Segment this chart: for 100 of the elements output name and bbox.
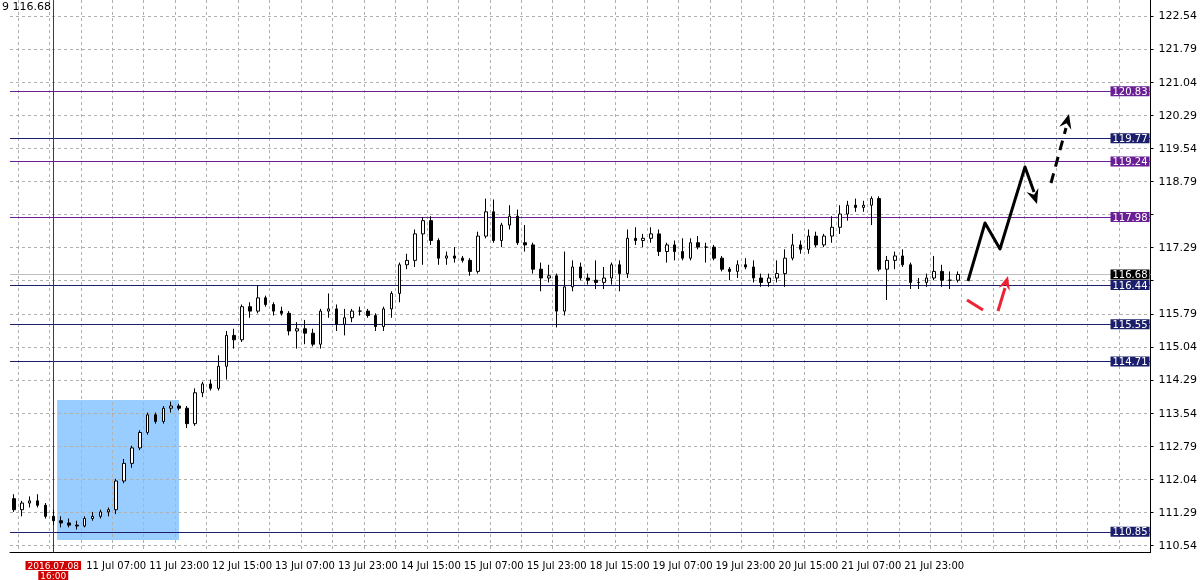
candlestick [696, 235, 700, 250]
candlestick [673, 240, 676, 261]
candlestick [437, 237, 440, 266]
candlestick [169, 401, 173, 414]
candlestick [539, 262, 543, 292]
candlestick [114, 478, 118, 515]
candlestick [272, 301, 275, 317]
candlestick [138, 429, 142, 451]
y-tick-label: 115.79 [1158, 307, 1198, 321]
candlestick [382, 306, 385, 332]
candlestick [555, 273, 558, 328]
candlestick [728, 266, 731, 281]
y-tick-label: 112.79 [1158, 439, 1198, 453]
candlestick [445, 251, 448, 266]
candlestick [453, 246, 456, 264]
candlestick [775, 259, 779, 283]
candlestick [681, 237, 684, 261]
candlestick [295, 321, 299, 350]
ref-line-label: 116.44 [1112, 279, 1148, 291]
candlestick [547, 264, 551, 283]
candlestick [492, 198, 495, 244]
candlestick [390, 290, 393, 319]
candlestick [256, 284, 260, 314]
candlestick [154, 412, 157, 425]
candlestick [579, 262, 582, 281]
y-tick-label: 117.29 [1158, 241, 1198, 255]
candlestick [484, 198, 488, 239]
candlestick [500, 222, 503, 248]
candlestick [59, 515, 63, 528]
candlestick [311, 328, 315, 347]
y-tick-label: 121.79 [1158, 42, 1198, 56]
y-tick-label: 112.04 [1158, 472, 1198, 486]
candlestick [225, 330, 228, 381]
candlestick [610, 262, 613, 286]
candlestick [36, 493, 39, 508]
candlestick [736, 259, 739, 279]
candlestick [185, 405, 189, 429]
candlestick [767, 273, 771, 288]
candlestick [563, 251, 566, 317]
ref-line-label: 115.55 [1112, 318, 1148, 330]
candlestick [146, 412, 149, 436]
candlestick [618, 259, 621, 292]
candlestick [248, 301, 252, 319]
x-tick-label: 11 Jul 23:00 [149, 560, 210, 571]
candlestick [319, 308, 322, 350]
candlestick [893, 251, 897, 270]
x-tick-label: 15 Jul 07:00 [463, 560, 524, 571]
candlestick [870, 195, 873, 226]
candlestick [327, 292, 330, 319]
candlestick [12, 493, 16, 513]
x-tick-label: 13 Jul 23:00 [337, 560, 398, 571]
ref-line-label: 119.24 [1112, 156, 1148, 168]
candlestick [956, 270, 960, 283]
candlestick [925, 273, 928, 288]
y-tick-label: 118.79 [1158, 174, 1198, 188]
candlestick [948, 270, 952, 290]
candlestick [641, 233, 645, 248]
y-tick-label: 111.29 [1158, 505, 1198, 519]
candlestick [99, 509, 102, 520]
candlestick [177, 403, 181, 411]
candlestick [28, 495, 31, 508]
candlestick [807, 228, 810, 255]
x-tick-label: 20 Jul 15:00 [778, 560, 839, 571]
candlestick [626, 228, 629, 279]
candlestick [374, 312, 377, 332]
candlestick [791, 233, 794, 261]
x-tick-label: 19 Jul 23:00 [715, 560, 776, 571]
candlestick [602, 266, 606, 290]
x-tick-label: 18 Jul 15:00 [589, 560, 650, 571]
candlestick [704, 242, 708, 264]
candlestick [264, 295, 267, 308]
candlestick [350, 308, 354, 323]
candlestick [240, 303, 244, 343]
y-tick-label: 120.29 [1158, 108, 1198, 122]
candlestick [940, 264, 944, 288]
candlestick [846, 200, 849, 222]
candlestick [83, 515, 86, 528]
candlestick [287, 310, 291, 336]
x-tick-label: 14 Jul 15:00 [400, 560, 461, 571]
candlestick [107, 506, 110, 517]
candlestick [814, 231, 818, 248]
candlestick [91, 511, 94, 522]
y-tick-label: 119.54 [1158, 141, 1198, 155]
candlestick [783, 248, 787, 288]
candlestick [744, 257, 747, 270]
candlestick [476, 231, 480, 275]
candlestick [429, 215, 433, 246]
candlestick [193, 387, 197, 427]
x-tick-label: 15 Jul 23:00 [526, 560, 587, 571]
candlestick [413, 228, 417, 268]
candlestick [366, 308, 370, 319]
y-tick-label: 115.04 [1158, 340, 1198, 354]
x-tick-label: 21 Jul 07:00 [841, 560, 902, 571]
candlestick [657, 228, 661, 257]
candlestick [232, 328, 236, 350]
candlestick [20, 500, 24, 517]
ref-line-label: 120.83 [1112, 85, 1148, 97]
candlestick [932, 255, 936, 281]
candlestick [720, 255, 724, 272]
x-tick-label: 12 Jul 15:00 [212, 560, 273, 571]
